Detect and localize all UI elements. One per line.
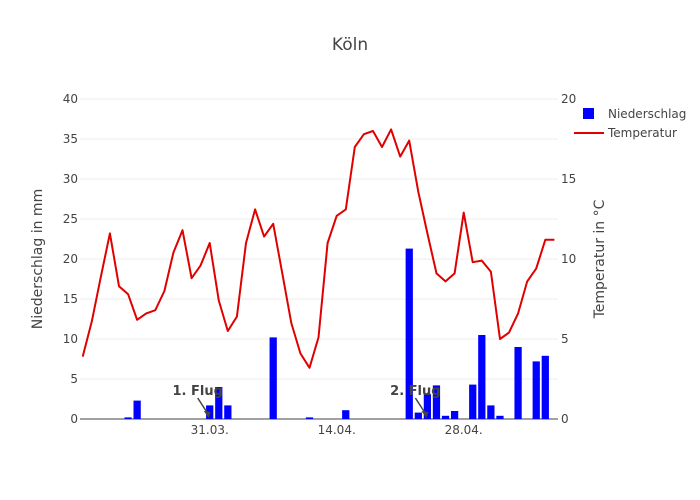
annotations: 1. Flug 2. Flug [172,384,441,418]
y-left-tick-label: 35 [63,132,78,146]
legend-label-temperatur: Temperatur [607,126,677,140]
legend-label-niederschlag: Niederschlag [608,107,686,121]
bar-niederschlag [487,405,495,419]
y-right-tick-label: 10 [561,252,576,266]
bar-niederschlag [450,411,459,419]
bar-niederschlag [532,361,540,419]
bar-niederschlag [215,387,223,419]
y-left-tick-label: 25 [63,212,78,226]
annotation-label: 1. Flug [172,384,222,399]
bar-niederschlag [405,248,413,419]
y-right-tick-label: 15 [561,172,576,186]
y-left-tick-label: 5 [70,372,78,386]
bar-niederschlag [305,417,314,419]
bar-niederschlag [224,405,232,419]
grid-lines [80,98,558,420]
x-tick-label: 31.03. [191,423,229,437]
y-right-tick-label: 20 [561,92,576,106]
y-left-tick-label: 15 [63,292,78,306]
bar-niederschlag [541,355,549,419]
annotation-arrowhead [203,411,211,418]
bar-niederschlag [469,384,477,419]
line-temperatur [81,128,555,369]
x-tick-label: 14.04. [318,423,356,437]
bar-niederschlag [414,412,422,419]
y-right-tick-label: 5 [561,332,569,346]
bar-niederschlag [478,335,486,419]
bar-niederschlag [124,417,132,419]
y-left-tick-label: 20 [63,252,78,266]
y-right-tick-label: 0 [561,412,569,426]
bar-niederschlag [133,400,141,419]
annotation-arrowhead [421,411,429,418]
annotation-label: 2. Flug [390,384,440,399]
bar-niederschlag [514,347,522,419]
line-series [81,128,555,369]
chart-title: Köln [332,35,368,55]
bar-niederschlag [432,385,441,419]
y-left-tick-label: 30 [63,172,78,186]
y-left-axis-title: Niederschlag in mm [30,189,46,329]
legend-bar-swatch [583,108,594,119]
tick-labels: 0 5 10 15 20 25 30 35 40 0 5 10 15 20 31.03. 14.04. 28.0… [63,92,577,437]
x-tick-label: 28.04. [445,423,483,437]
bar-niederschlag [269,337,277,419]
bar-niederschlag [423,394,432,419]
bar-series [124,248,549,419]
bar-niederschlag [342,410,350,419]
y-left-tick-label: 10 [63,332,78,346]
legend[interactable]: Niederschlag Temperatur [574,107,686,140]
y-right-axis-title: Temperatur in °C [592,199,608,319]
y-left-tick-label: 40 [63,92,78,106]
y-left-tick-label: 0 [70,412,78,426]
bar-niederschlag [496,415,504,419]
bar-niederschlag [441,415,450,419]
